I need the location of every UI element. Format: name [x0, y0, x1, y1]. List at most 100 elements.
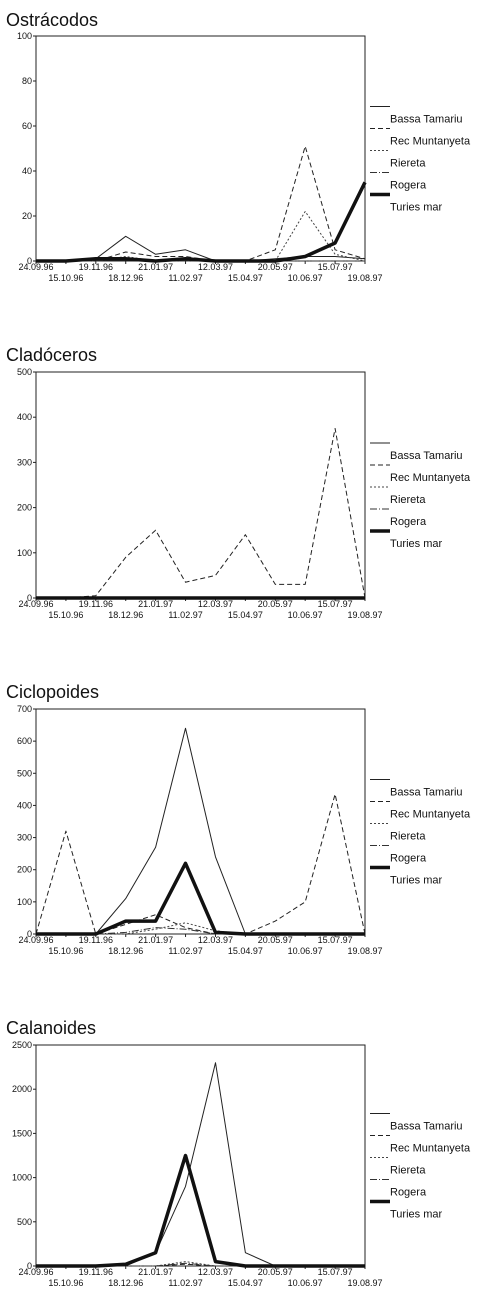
x-tick-label: 19.11.96 [79, 935, 113, 945]
x-tick-label: 12.03.97 [198, 599, 233, 609]
legend-label: Rec Muntanyeta [390, 472, 471, 484]
y-tick-label: 300 [17, 833, 32, 843]
x-tick-label: 10.06.97 [288, 273, 323, 283]
x-tick-label: 15.07.97 [318, 1267, 353, 1277]
x-tick-label: 15.07.97 [318, 599, 353, 609]
plot-frame [35, 708, 366, 935]
x-tick-label: 15.04.97 [228, 946, 263, 956]
x-tick-label: 24.09.96 [18, 599, 53, 609]
plot-frame [35, 1044, 366, 1267]
y-tick-label: 100 [17, 548, 32, 558]
legend-label: Bassa Tamariu [390, 114, 463, 126]
x-tick-label: 10.06.97 [288, 610, 323, 620]
y-tick-label: 300 [17, 457, 32, 467]
x-tick-label: 20.05.97 [258, 262, 293, 272]
x-tick-label: 24.09.96 [18, 935, 53, 945]
chart-title: Cladóceros [6, 345, 98, 365]
x-tick-label: 21.01.97 [138, 262, 173, 272]
chart-svg: 0 100 200 300 400 500 24.09.9615.10.9619.11.96… [17, 367, 471, 620]
chart-title: Ostrácodos [6, 10, 99, 30]
x-tick-label: 19.08.97 [347, 273, 382, 283]
x-tick-label: 19.11.96 [79, 262, 113, 272]
y-tick-label: 60 [22, 121, 32, 131]
x-tick-label: 15.10.96 [48, 273, 83, 283]
x-tick-label: 18.12.96 [108, 1278, 143, 1288]
y-tick-label: 0 [27, 1261, 32, 1271]
x-tick-label: 19.08.97 [347, 1278, 382, 1288]
y-tick-label: 20 [22, 211, 32, 221]
x-tick-label: 20.05.97 [258, 1267, 293, 1277]
x-tick-label: 19.08.97 [347, 610, 382, 620]
plot-frame [35, 371, 366, 599]
x-tick-label: 21.01.97 [138, 1267, 173, 1277]
legend-label: Bassa Tamariu [390, 450, 463, 462]
series-line-rec-muntanyeta [36, 428, 366, 599]
y-tick-label: 100 [17, 897, 32, 907]
x-tick-label: 20.05.97 [258, 599, 293, 609]
y-tick-label: 2500 [12, 1040, 32, 1050]
y-tick-label: 500 [17, 768, 32, 778]
chart-panel-cladoceros: Cladóceros 0 100 200 300 400 500 24.09.96 15.10… [0, 333, 485, 633]
chart-title: Calanoides [6, 1018, 97, 1038]
y-tick-label: 1500 [12, 1128, 32, 1138]
x-tick-label: 10.06.97 [288, 1278, 323, 1288]
y-tick-label: 400 [17, 412, 32, 422]
series-line-turies-mar [36, 1153, 365, 1268]
x-tick-label: 21.01.97 [138, 935, 173, 945]
chart-panel-calanoides: Calanoides 0 500 1000 1500 2000 2500 24.09.96 1… [0, 998, 485, 1298]
series-line-bassa-tamariu [36, 727, 365, 935]
x-tick-label: 15.10.96 [48, 946, 83, 956]
y-tick-label: 200 [17, 865, 32, 875]
x-tick-label: 18.12.96 [108, 273, 143, 283]
x-tick-label: 11.02.97 [168, 1278, 202, 1288]
y-tick-label: 2000 [12, 1084, 32, 1094]
x-tick-label: 21.01.97 [138, 599, 173, 609]
x-tick-label: 15.07.97 [318, 935, 353, 945]
y-tick-label: 1000 [12, 1173, 32, 1183]
chart-svg: 0 20 40 60 80 100 24.09.9615.10.9619.11.9618.1… [17, 31, 471, 283]
legend-label: Rec Muntanyeta [390, 136, 471, 148]
x-tick-label: 12.03.97 [198, 262, 233, 272]
y-tick-label: 80 [22, 76, 32, 86]
x-tick-label: 19.11.96 [79, 1267, 113, 1277]
x-tick-label: 11.02.97 [168, 610, 202, 620]
legend-label: Riereta [390, 1165, 426, 1177]
y-tick-label: 700 [17, 704, 32, 714]
y-tick-label: 0 [27, 593, 32, 603]
x-tick-label: 11.02.97 [168, 273, 202, 283]
chart-svg: 010020030040050060070024.09.9615.10.9619… [17, 704, 471, 956]
series-line-rec-muntanyeta [35, 793, 366, 935]
x-tick-label: 10.06.97 [288, 946, 323, 956]
chart-panel-ostracodos: Ostrácodos 0 20 40 60 80 100 24.09.96 15.10.96 1… [0, 0, 485, 300]
series-line-rec-muntanyeta [36, 145, 366, 262]
legend-label: Riereta [390, 158, 426, 170]
legend-label: Turies mar [390, 1209, 442, 1221]
legend-label: Rec Muntanyeta [390, 809, 471, 821]
series-line-rogera [36, 258, 365, 262]
legend-label: Rogera [390, 853, 427, 865]
series-line-turies-mar [36, 861, 365, 936]
y-tick-label: 40 [22, 166, 32, 176]
y-tick-label: 600 [17, 736, 32, 746]
x-tick-label: 15.04.97 [228, 1278, 263, 1288]
chart-title: Ciclopoides [6, 682, 100, 702]
legend-label: Rec Muntanyeta [390, 1143, 471, 1155]
x-tick-label: 15.10.96 [48, 610, 83, 620]
series-line-bassa-tamariu [36, 235, 366, 262]
x-tick-label: 24.09.96 [18, 262, 53, 272]
legend-label: Rogera [390, 1187, 427, 1199]
x-tick-label: 18.12.96 [108, 610, 143, 620]
x-tick-label: 19.08.97 [347, 946, 382, 956]
legend-label: Riereta [390, 494, 426, 506]
series-line-bassa-tamariu [36, 1062, 365, 1267]
y-tick-label: 500 [17, 1217, 32, 1227]
y-tick-label: 0 [27, 929, 32, 939]
y-tick-label: 400 [17, 800, 32, 810]
y-tick-label: 0 [27, 256, 32, 266]
x-tick-label: 15.04.97 [228, 610, 263, 620]
x-tick-label: 18.12.96 [108, 946, 143, 956]
legend-label: Turies mar [390, 875, 442, 887]
legend-label: Bassa Tamariu [390, 1121, 463, 1133]
chart-svg: 0 500 1000 1500 2000 2500 24.09.9615.10.9619.1… [12, 1040, 471, 1288]
chart-panel-ciclopoides: Ciclopoides 0 100 200 300 400 500 600 700 24.09.… [0, 666, 485, 966]
